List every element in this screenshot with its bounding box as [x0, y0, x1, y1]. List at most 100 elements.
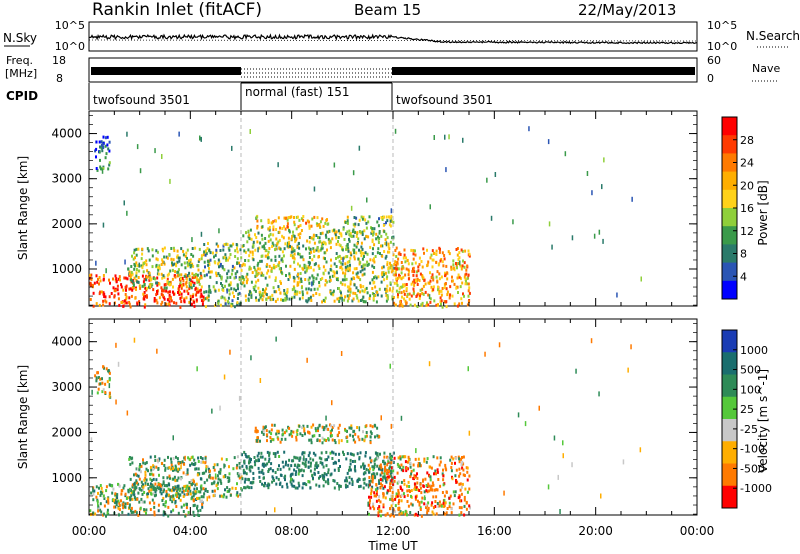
data-cell [167, 272, 170, 276]
colorbar-tick-label: 25 [740, 403, 754, 416]
data-cell [126, 210, 128, 216]
data-cell [177, 268, 180, 272]
data-cell [220, 296, 223, 300]
data-cell [190, 286, 193, 290]
data-cell [571, 235, 574, 241]
data-cell [361, 298, 364, 302]
data-cell [460, 248, 463, 252]
data-cell [123, 276, 126, 280]
data-cell [310, 299, 313, 302]
data-cell [302, 244, 305, 248]
data-cell [442, 502, 445, 505]
data-cell [332, 461, 335, 465]
data-cell [365, 286, 368, 290]
data-cell [450, 267, 453, 271]
data-cell [176, 260, 179, 264]
data-cell [402, 283, 404, 287]
data-cell [460, 267, 463, 271]
data-cell [231, 268, 234, 272]
data-cell [203, 471, 206, 475]
data-cell [379, 463, 382, 467]
data-cell [182, 279, 185, 283]
data-cell [193, 304, 196, 308]
data-cell [383, 455, 386, 459]
data-cell [434, 500, 437, 503]
data-cell [245, 279, 248, 283]
data-cell [99, 502, 102, 506]
data-cell [353, 283, 356, 287]
data-cell [166, 476, 169, 480]
data-cell [155, 293, 158, 297]
data-cell [244, 453, 247, 456]
data-cell [368, 476, 371, 479]
data-cell [213, 489, 216, 493]
data-cell [443, 504, 446, 508]
data-cell [292, 430, 295, 434]
data-cell [183, 456, 186, 460]
data-cell [317, 471, 320, 474]
data-cell [276, 450, 279, 454]
data-cell [300, 217, 303, 221]
data-cell [226, 476, 229, 480]
data-cell [188, 287, 191, 291]
data-cell [458, 482, 461, 486]
data-cell [144, 483, 147, 487]
data-cell [372, 230, 375, 234]
data-cell [316, 224, 319, 228]
data-cell [172, 477, 175, 481]
data-cell [366, 252, 369, 256]
data-cell [233, 305, 236, 309]
data-cell [319, 220, 322, 224]
data-cell [170, 257, 173, 261]
data-cell [441, 287, 444, 290]
data-cell [308, 281, 311, 285]
data-cell [383, 485, 386, 489]
data-cell [143, 291, 146, 294]
data-cell [390, 461, 393, 465]
data-cell [264, 463, 267, 467]
data-cell [275, 336, 277, 342]
data-cell [110, 484, 113, 488]
data-cell [230, 287, 233, 291]
data-cell [377, 514, 380, 518]
data-cell [528, 126, 530, 132]
data-cell [218, 228, 220, 234]
data-cell [95, 167, 98, 170]
data-cell [405, 256, 407, 260]
data-cell [304, 270, 307, 274]
data-cell [260, 470, 263, 474]
data-cell [172, 263, 174, 267]
data-cell [462, 468, 465, 472]
station-title: Rankin Inlet (fitACF) [92, 0, 262, 20]
data-cell [98, 140, 101, 144]
data-cell [264, 237, 267, 240]
data-cell [114, 492, 117, 496]
data-cell [93, 281, 96, 285]
data-cell [166, 280, 169, 283]
data-cell [393, 301, 396, 305]
data-cell [403, 482, 406, 486]
data-cell [430, 285, 433, 289]
data-cell [310, 250, 313, 254]
data-cell [357, 276, 360, 280]
data-cell [268, 430, 271, 434]
data-cell [189, 489, 192, 493]
data-cell [399, 457, 402, 461]
data-cell [302, 258, 305, 262]
data-cell [444, 134, 446, 140]
data-cell [247, 248, 250, 252]
data-cell [95, 376, 98, 380]
data-cell [92, 487, 94, 493]
data-cell [130, 506, 133, 510]
data-cell [267, 296, 270, 300]
data-cell [349, 452, 352, 456]
data-cell [243, 284, 246, 288]
data-cell [296, 433, 299, 436]
data-cell [197, 490, 200, 494]
data-cell [248, 467, 251, 471]
data-cell [306, 291, 309, 295]
data-cell [409, 465, 412, 469]
data-cell [392, 242, 395, 246]
colorbar-swatch [722, 280, 737, 300]
data-cell [282, 465, 285, 469]
